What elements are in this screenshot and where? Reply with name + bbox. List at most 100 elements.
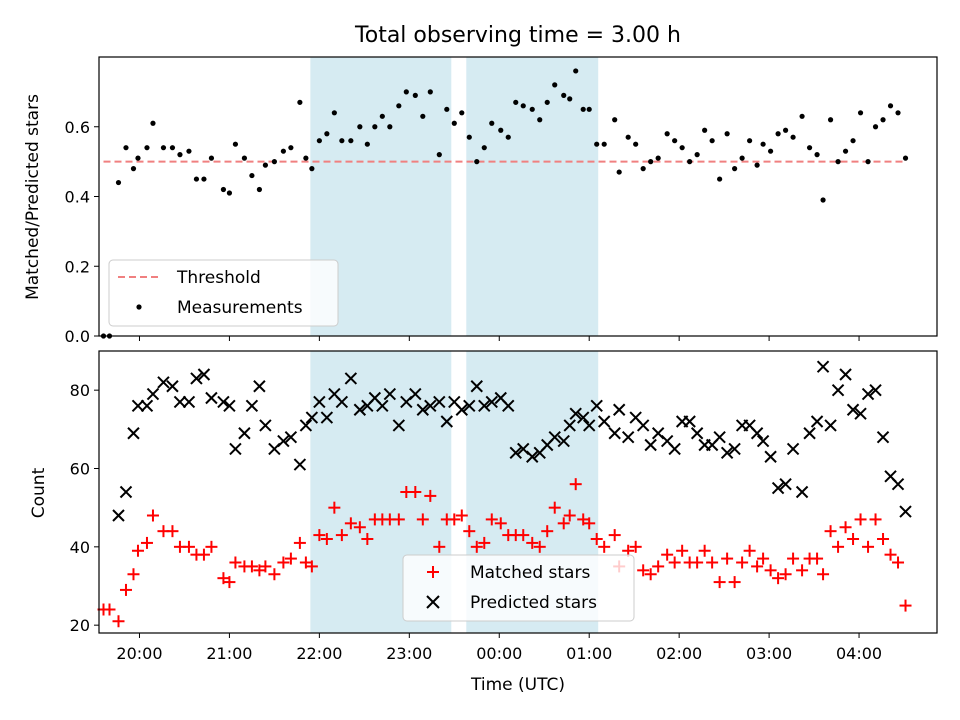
- bottom-y-axis-label: Count: [29, 467, 49, 518]
- predicted-marker-stroke: [803, 427, 816, 440]
- predicted-marker-stroke: [563, 419, 576, 432]
- matched-star-point: [764, 564, 777, 577]
- predicted-star-point: [173, 395, 187, 409]
- predicted-marker-stroke: [690, 427, 704, 440]
- measurement-points: [100, 68, 909, 339]
- top-legend-box: [108, 259, 339, 327]
- predicted-star-point: [344, 372, 358, 385]
- predicted-marker-stroke: [816, 360, 830, 373]
- measurement-point: [150, 120, 156, 126]
- predicted-star-point: [779, 477, 792, 491]
- measurement-point: [436, 152, 442, 158]
- predicted-marker-stroke: [197, 368, 211, 381]
- predicted-marker-stroke: [899, 505, 912, 518]
- measurement-point: [324, 131, 330, 137]
- measurement-point: [767, 148, 774, 154]
- matched-star-point: [146, 509, 159, 522]
- matched-star-point: [361, 533, 374, 545]
- predicted-marker-stroke: [409, 387, 422, 401]
- predicted-marker-stroke: [455, 403, 468, 416]
- predicted-star-point: [127, 427, 140, 440]
- matched-star-point: [668, 556, 681, 569]
- matched-star-point: [305, 560, 318, 573]
- predicted-marker-stroke: [810, 415, 824, 428]
- measurement-point: [640, 166, 646, 172]
- predicted-star-point: [485, 395, 498, 409]
- matched-star-point: [721, 552, 734, 565]
- matched-star-point: [526, 536, 539, 549]
- predicted-marker-stroke: [756, 434, 770, 448]
- matched-star-point: [478, 536, 491, 549]
- measurement-point: [309, 166, 315, 172]
- y-tick-label: 0.2: [65, 257, 90, 276]
- predicted-marker-stroke: [644, 438, 657, 452]
- matched-star-point: [757, 552, 770, 565]
- matched-star-point: [140, 536, 153, 549]
- predicted-marker-stroke: [146, 387, 160, 401]
- matched-star-point: [598, 540, 611, 553]
- predicted-star-point: [644, 438, 657, 452]
- measurement-point: [169, 145, 176, 151]
- predicted-marker-stroke: [569, 407, 582, 420]
- matched-star-point: [832, 540, 845, 553]
- predicted-marker-stroke: [440, 415, 453, 428]
- predicted-star-point: [463, 399, 476, 413]
- measurement-point: [601, 141, 607, 147]
- predicted-star-point: [229, 442, 242, 456]
- matched-star-point: [869, 513, 882, 526]
- predicted-marker-stroke: [433, 395, 446, 409]
- matched-star-point: [541, 525, 554, 538]
- measurement-point: [850, 138, 856, 144]
- predicted-legend-label: Predicted stars: [470, 593, 597, 613]
- measurement-point: [348, 138, 354, 144]
- measurement-point: [186, 148, 192, 154]
- bottom-legend: Matched stars Predicted stars: [402, 554, 635, 622]
- matched-star-point: [284, 552, 297, 565]
- x-tick-label: 23:00: [386, 644, 432, 663]
- predicted-marker-stroke: [320, 411, 334, 424]
- predicted-marker-stroke: [190, 372, 203, 385]
- predicted-star-point: [636, 419, 650, 432]
- y-tick-label: 0.4: [65, 188, 90, 207]
- predicted-star-point: [728, 442, 741, 456]
- predicted-star-point: [861, 387, 875, 401]
- predicted-star-point: [816, 360, 830, 373]
- predicted-star-point: [612, 403, 626, 416]
- measurement-point: [679, 145, 685, 151]
- measurement-point: [505, 134, 511, 140]
- x-tick-label: 20:00: [116, 644, 162, 663]
- measurement-point: [633, 141, 639, 147]
- measurement-point: [760, 141, 766, 147]
- matched-star-point: [335, 529, 348, 542]
- measurement-point: [160, 145, 167, 151]
- measurement-point: [814, 152, 820, 158]
- measurement-point: [775, 131, 781, 137]
- measurement-point: [799, 113, 805, 119]
- measurement-point: [537, 117, 543, 123]
- predicted-star-point: [795, 485, 809, 499]
- measurement-point: [357, 124, 363, 130]
- matched-star-point: [548, 501, 561, 514]
- measurement-point: [790, 134, 796, 140]
- measurement-point: [331, 110, 337, 116]
- measurement-point: [694, 152, 700, 158]
- predicted-star-point: [320, 411, 334, 424]
- measurement-point: [616, 169, 622, 175]
- predicted-star-point: [597, 415, 611, 428]
- predicted-marker-stroke: [173, 395, 187, 409]
- predicted-star-point: [824, 419, 837, 432]
- matched-star-point: [131, 544, 144, 557]
- measurement-point: [201, 176, 207, 182]
- predicted-marker-stroke: [846, 403, 860, 416]
- predicted-star-point: [205, 391, 218, 405]
- top-legend: Threshold Measurements: [108, 259, 339, 327]
- y-tick-label: 0.0: [65, 327, 90, 346]
- predicted-star-point: [876, 430, 890, 444]
- predicted-marker-stroke: [253, 380, 266, 393]
- predicted-marker-stroke: [217, 395, 230, 409]
- predicted-marker-stroke: [660, 434, 674, 448]
- predicted-marker-stroke: [277, 434, 290, 448]
- predicted-star-point: [119, 485, 133, 499]
- predicted-marker-stroke: [526, 450, 539, 463]
- predicted-marker-stroke: [305, 411, 319, 424]
